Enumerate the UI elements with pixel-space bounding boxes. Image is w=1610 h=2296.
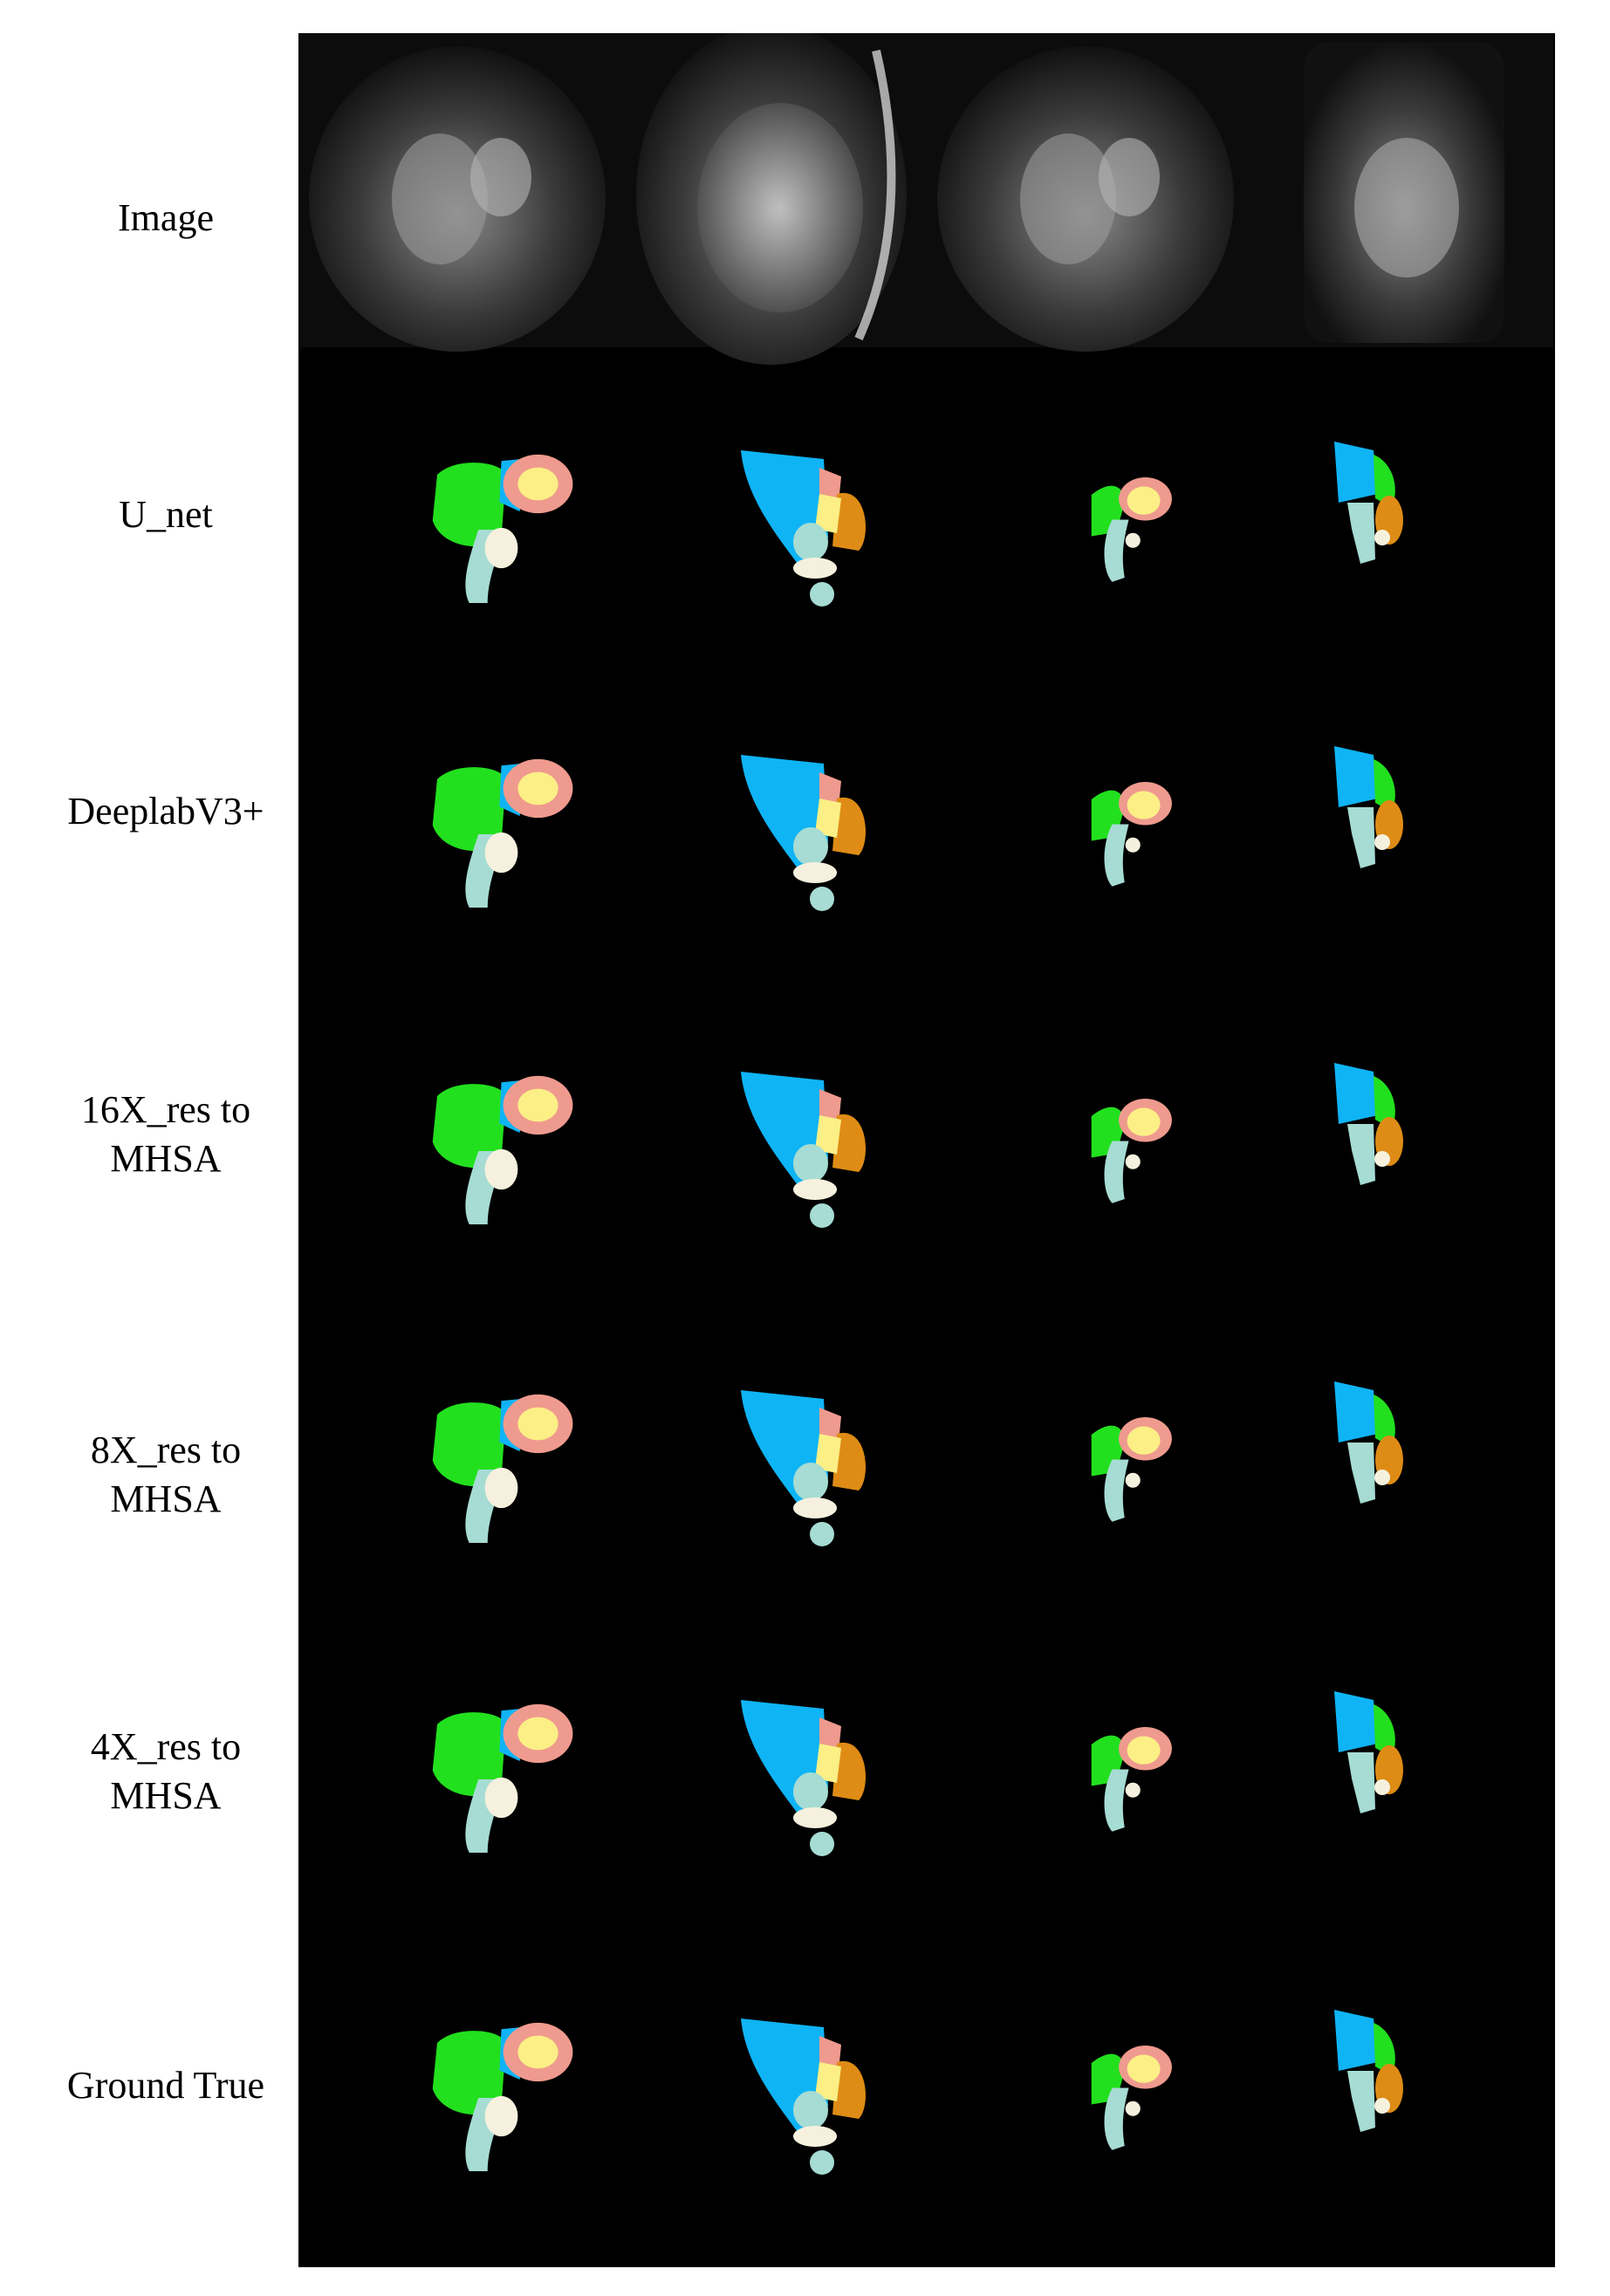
row-label-line: U_net bbox=[119, 493, 213, 536]
segmentation-mask-r4-c3 bbox=[1091, 1099, 1172, 1203]
segmentation-mask-r4-c2 bbox=[741, 1072, 866, 1228]
row-label-line: Ground True bbox=[66, 2064, 265, 2107]
mri-image-4 bbox=[1243, 33, 1553, 347]
segmentation-mask-r3-c4 bbox=[1334, 746, 1403, 868]
mri-image-1 bbox=[300, 33, 614, 352]
segmentation-mask-r7-c1 bbox=[432, 2022, 573, 2171]
segmentation-mask-r3-c3 bbox=[1091, 782, 1172, 887]
segmentation-mask-r3-c1 bbox=[432, 758, 573, 908]
row-label-line: MHSA bbox=[110, 1137, 222, 1180]
row-label-2: U_net bbox=[35, 490, 297, 539]
segmentation-mask-r2-c2 bbox=[741, 450, 866, 607]
segmentation-mask-r2-c4 bbox=[1334, 442, 1403, 564]
segmentation-mask-r6-c1 bbox=[432, 1703, 573, 1853]
segmentation-mask-r5-c3 bbox=[1091, 1417, 1172, 1522]
segmentation-mask-r7-c2 bbox=[741, 2018, 866, 2175]
segmentation-mask-r4-c1 bbox=[432, 1075, 573, 1224]
row-label-7: Ground True bbox=[35, 2061, 297, 2110]
row-label-line: 8X_res to bbox=[90, 1429, 242, 1471]
results-panel bbox=[298, 33, 1555, 2267]
segmentation-mask-r4-c4 bbox=[1334, 1063, 1403, 1185]
segmentation-mask-r6-c4 bbox=[1334, 1691, 1403, 1813]
row-label-4: 16X_res to MHSA bbox=[35, 1086, 297, 1183]
segmentation-mask-r7-c4 bbox=[1334, 2010, 1403, 2132]
segmentation-mask-r3-c2 bbox=[741, 755, 866, 911]
segmentation-mask-r5-c2 bbox=[741, 1390, 866, 1546]
row-label-6: 4X_res to MHSA bbox=[35, 1723, 297, 1820]
segmentation-mask-r5-c1 bbox=[432, 1394, 573, 1543]
row-label-line: 16X_res to bbox=[80, 1088, 251, 1131]
row-label-1: Image bbox=[35, 194, 297, 243]
segmentation-mask-r2-c1 bbox=[432, 454, 573, 603]
segmentation-grid bbox=[300, 33, 1553, 2175]
row-label-line: 4X_res to bbox=[90, 1725, 242, 1768]
row-label-line: DeeplabV3+ bbox=[67, 790, 264, 833]
segmentation-mask-r7-c3 bbox=[1091, 2046, 1172, 2150]
row-label-line: MHSA bbox=[110, 1477, 222, 1520]
segmentation-mask-r2-c3 bbox=[1091, 477, 1172, 582]
segmentation-mask-r6-c3 bbox=[1091, 1727, 1172, 1832]
mri-image-2 bbox=[614, 33, 928, 365]
segmentation-mask-r5-c4 bbox=[1334, 1381, 1403, 1504]
row-label-3: DeeplabV3+ bbox=[35, 787, 297, 836]
mri-image-3 bbox=[928, 33, 1243, 352]
row-labels: Image U_net DeeplabV3+ 16X_res to MHSA 8X_res… bbox=[0, 0, 297, 2296]
segmentation-mask-r6-c2 bbox=[741, 1700, 866, 1856]
row-label-line: MHSA bbox=[110, 1774, 222, 1817]
row-label-line: Image bbox=[118, 196, 214, 239]
row-label-5: 8X_res to MHSA bbox=[35, 1426, 297, 1524]
